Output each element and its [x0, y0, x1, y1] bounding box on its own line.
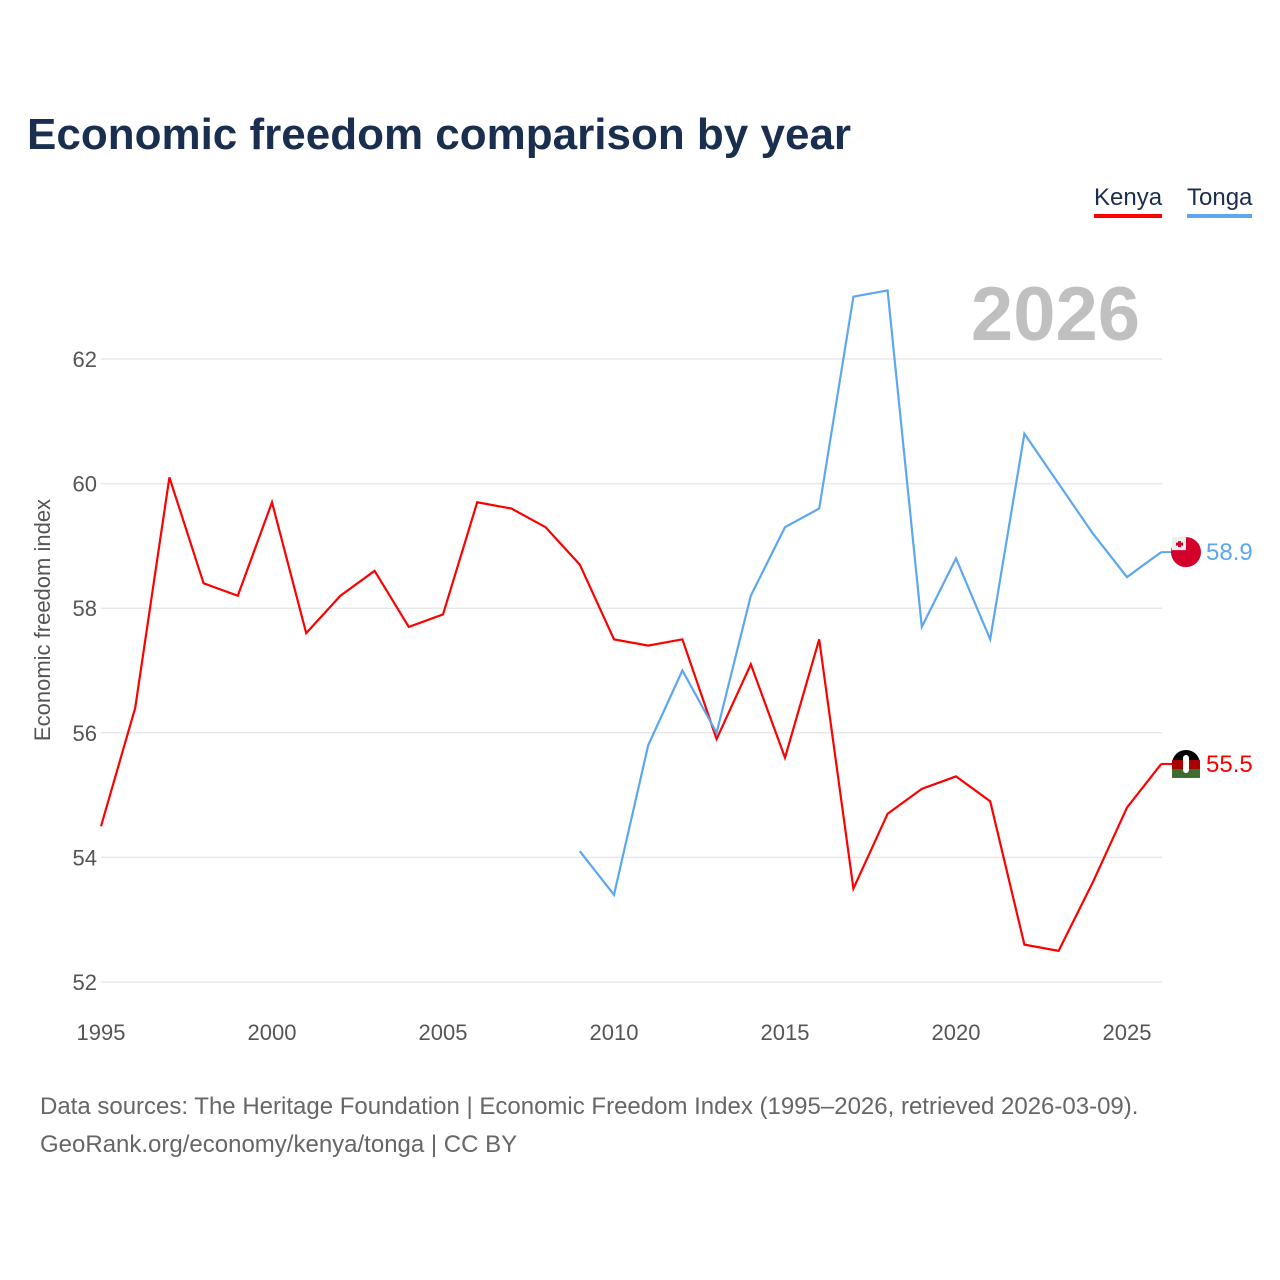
data-point — [749, 594, 753, 598]
data-point — [988, 637, 992, 641]
data-point — [715, 737, 719, 741]
data-point — [578, 563, 582, 567]
source-line-2[interactable]: GeoRank.org/economy/kenya/tonga | CC BY — [40, 1131, 518, 1158]
y-tick-label: 54 — [73, 845, 97, 870]
y-tick-label: 56 — [73, 721, 97, 746]
flag-band — [1172, 768, 1200, 778]
data-point — [886, 812, 890, 816]
x-tick-label: 2005 — [419, 1020, 468, 1045]
data-point — [954, 774, 958, 778]
source-line-1: Data sources: The Heritage Foundation | … — [40, 1093, 1139, 1120]
data-point — [1125, 806, 1129, 810]
year-watermark: 2026 — [971, 272, 1140, 357]
data-point — [1057, 482, 1061, 486]
legend-tonga[interactable]: Tonga — [1187, 184, 1253, 218]
y-tick-label: 58 — [73, 596, 97, 621]
data-point — [715, 731, 719, 735]
x-tick-label: 2025 — [1103, 1020, 1152, 1045]
data-point — [509, 507, 513, 511]
source-note: Data sources: The Heritage Foundation | … — [40, 1088, 1138, 1164]
data-point — [646, 644, 650, 648]
data-point — [817, 637, 821, 641]
flag-tonga-icon — [1171, 537, 1201, 568]
y-tick-label: 60 — [73, 472, 97, 497]
data-point — [133, 706, 137, 710]
x-tick-label: 2010 — [590, 1020, 639, 1045]
data-point — [202, 581, 206, 585]
data-point — [680, 669, 684, 673]
data-point — [851, 295, 855, 299]
data-point — [578, 849, 582, 853]
data-point — [1057, 949, 1061, 953]
data-point — [988, 799, 992, 803]
data-point — [954, 556, 958, 560]
end-value-label: 58.9 — [1206, 539, 1253, 566]
chart-title: Economic freedom comparison by year — [27, 110, 852, 159]
data-point — [475, 500, 479, 504]
data-point — [680, 637, 684, 641]
data-point — [886, 288, 890, 292]
data-point — [270, 500, 274, 504]
data-point — [920, 625, 924, 629]
data-point — [612, 893, 616, 897]
x-tick-label: 1995 — [77, 1020, 126, 1045]
data-point — [1022, 432, 1026, 436]
data-point — [783, 525, 787, 529]
end-value-label: 55.5 — [1206, 751, 1253, 778]
flag-kenya-icon — [1172, 749, 1200, 778]
data-point — [1091, 531, 1095, 535]
x-tick-label: 2000 — [248, 1020, 297, 1045]
data-point — [167, 475, 171, 479]
data-point — [544, 525, 548, 529]
x-tick-label: 2015 — [761, 1020, 810, 1045]
data-point — [1022, 943, 1026, 947]
data-point — [236, 594, 240, 598]
data-point — [304, 631, 308, 635]
y-axis-label: Economic freedom index — [30, 499, 55, 741]
data-point — [99, 824, 103, 828]
y-tick-label: 62 — [73, 347, 97, 372]
data-point — [646, 743, 650, 747]
data-point — [338, 594, 342, 598]
data-point — [441, 612, 445, 616]
data-point — [407, 625, 411, 629]
data-point — [851, 887, 855, 891]
data-point — [373, 569, 377, 573]
series-line-tonga — [578, 289, 1162, 898]
flag-cross — [1176, 542, 1183, 546]
data-point — [612, 637, 616, 641]
data-point — [1125, 575, 1129, 579]
data-point — [1091, 880, 1095, 884]
flag-shield — [1183, 754, 1189, 773]
series-line-kenya — [99, 477, 1163, 953]
data-point — [749, 662, 753, 666]
legend-kenya[interactable]: Kenya — [1094, 184, 1163, 218]
data-point — [783, 756, 787, 760]
data-point — [817, 507, 821, 511]
data-point — [920, 787, 924, 791]
y-tick-label: 52 — [73, 970, 97, 995]
x-tick-label: 2020 — [932, 1020, 981, 1045]
